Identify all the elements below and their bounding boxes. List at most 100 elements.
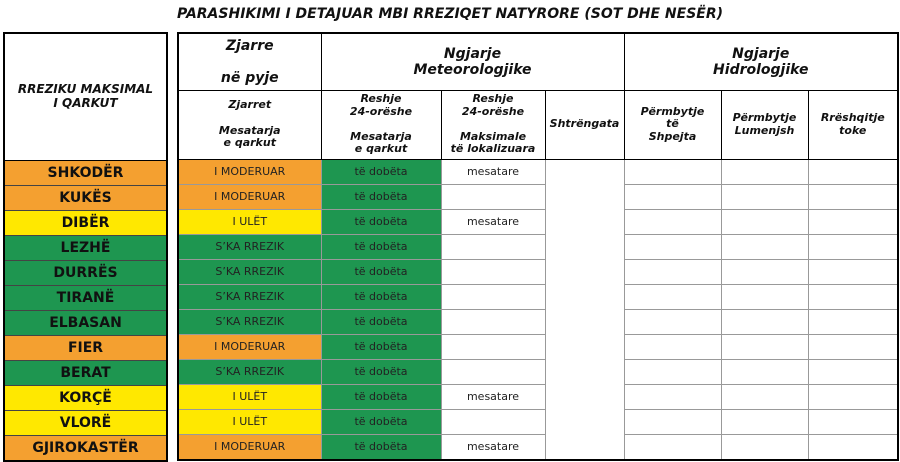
rain-avg-cell: të dobëta: [320, 358, 442, 385]
rain-avg-cell: të dobëta: [320, 408, 442, 435]
region-row: FIER: [4, 335, 167, 361]
fire-header: Zjarret Mesatarja e qarkut: [177, 89, 322, 160]
rain-max-cell: mesatare: [440, 208, 546, 235]
region-table: RREZIKU MAKSIMAL I QARKUT SHKODËR KUKËS DI…: [3, 32, 168, 462]
rain-max-cell: [440, 233, 546, 260]
region-name: LEZHË: [4, 235, 167, 261]
region-row: DURRËS: [4, 260, 167, 286]
rain-avg-cell: të dobëta: [320, 158, 442, 185]
region-name: DIBËR: [4, 210, 167, 236]
rain-max-cell: [440, 183, 546, 210]
river-flood-cell: [720, 408, 809, 435]
river-flood-cell: [720, 383, 809, 410]
flash-flood-cell: [623, 183, 722, 210]
river-flood-cell: [720, 283, 809, 310]
landslide-cell: [807, 258, 899, 285]
table-row: S’KA RREZIK të dobëta: [177, 233, 899, 260]
landslide-cell: [807, 183, 899, 210]
table-row: I ULËT të dobëta mesatare: [177, 208, 899, 235]
table-row: I MODERUAR të dobëta: [177, 183, 899, 210]
rain-max-cell: mesatare: [440, 433, 546, 460]
fire-risk-cell: I MODERUAR: [177, 333, 322, 360]
table-row: I MODERUAR të dobëta mesatare: [177, 158, 899, 185]
rain-avg-cell: të dobëta: [320, 333, 442, 360]
fire-risk-cell: I MODERUAR: [177, 158, 322, 185]
region-row: DIBËR: [4, 210, 167, 236]
rain-avg-cell: të dobëta: [320, 258, 442, 285]
landslide-cell: [807, 158, 899, 185]
table-row: I ULËT të dobëta mesatare: [177, 383, 899, 410]
region-row: KORÇË: [4, 385, 167, 411]
rain-max-cell: mesatare: [440, 383, 546, 410]
table-row: S’KA RREZIK të dobëta: [177, 358, 899, 385]
storm-header: Shtrëngata: [544, 89, 625, 160]
fire-risk-cell: I ULËT: [177, 383, 322, 410]
flash-flood-cell: [623, 208, 722, 235]
river-flood-cell: [720, 333, 809, 360]
rain-avg-cell: të dobëta: [320, 383, 442, 410]
rain-avg-cell: të dobëta: [320, 308, 442, 335]
flash-flood-cell: [623, 408, 722, 435]
region-row: GJIROKASTËR: [4, 435, 167, 461]
meteo-group-header: Ngjarje Meteorologjike: [320, 32, 625, 91]
river-flood-cell: [720, 183, 809, 210]
landslide-cell: [807, 433, 899, 460]
rain-avg-cell: të dobëta: [320, 208, 442, 235]
rain-avg-cell: të dobëta: [320, 433, 442, 460]
storm-cell: [544, 384, 625, 409]
fire-risk-cell: I ULËT: [177, 408, 322, 435]
river-flood-cell: [720, 208, 809, 235]
region-row: ELBASAN: [4, 310, 167, 336]
region-header: RREZIKU MAKSIMAL I QARKUT: [3, 32, 168, 161]
storm-cell: [544, 409, 625, 434]
flash-flood-cell: [623, 258, 722, 285]
region-row: VLORË: [4, 410, 167, 436]
fire-risk-cell: S’KA RREZIK: [177, 283, 322, 310]
flash-flood-cell: [623, 383, 722, 410]
landslide-cell: [807, 233, 899, 260]
storm-cell: [544, 334, 625, 359]
rain-max-cell: mesatare: [440, 158, 546, 185]
rain-max-cell: [440, 258, 546, 285]
region-name: KUKËS: [4, 185, 167, 211]
storm-cell: [544, 184, 625, 209]
flash-flood-cell: [623, 308, 722, 335]
region-row: LEZHË: [4, 235, 167, 261]
region-row: TIRANË: [4, 285, 167, 311]
flash-flood-cell: [623, 283, 722, 310]
flash-flood-cell: [623, 433, 722, 460]
landslide-cell: [807, 283, 899, 310]
region-name: BERAT: [4, 360, 167, 386]
storm-cell: [544, 284, 625, 309]
fire-risk-cell: I MODERUAR: [177, 433, 322, 460]
rain-max-cell: [440, 308, 546, 335]
landslide-cell: [807, 408, 899, 435]
flash-flood-cell: [623, 233, 722, 260]
storm-cell: [544, 434, 625, 460]
storm-cell: [544, 234, 625, 259]
storm-cell: [544, 259, 625, 284]
storm-cell: [544, 359, 625, 384]
landslide-cell: [807, 383, 899, 410]
rain-max-header: Reshje 24-orëshe Maksimale të lokalizuar…: [440, 89, 546, 160]
river-flood-cell: [720, 433, 809, 460]
risk-table: Zjarre në pyje Ngjarje Meteorologjike Ng…: [177, 32, 900, 461]
region-name: ELBASAN: [4, 310, 167, 336]
rain-max-cell: [440, 408, 546, 435]
flash-flood-cell: [623, 358, 722, 385]
region-name: SHKODËR: [4, 160, 167, 186]
river-flood-header: Përmbytje Lumenjsh: [720, 89, 809, 160]
page-title: PARASHIKIMI I DETAJUAR MBI RREZIQET NATY…: [176, 6, 724, 22]
fire-risk-cell: I ULËT: [177, 208, 322, 235]
rain-avg-cell: të dobëta: [320, 283, 442, 310]
fire-risk-cell: S’KA RREZIK: [177, 308, 322, 335]
rain-avg-header: Reshje 24-orëshe Mesatarja e qarkut: [320, 89, 442, 160]
flash-flood-header: Përmbytje të Shpejta: [623, 89, 722, 160]
river-flood-cell: [720, 158, 809, 185]
table-row: I MODERUAR të dobëta: [177, 333, 899, 360]
river-flood-cell: [720, 258, 809, 285]
region-name: KORÇË: [4, 385, 167, 411]
fire-group-header: Zjarre në pyje: [177, 32, 322, 91]
table-row: I ULËT të dobëta: [177, 408, 899, 435]
region-row: BERAT: [4, 360, 167, 386]
